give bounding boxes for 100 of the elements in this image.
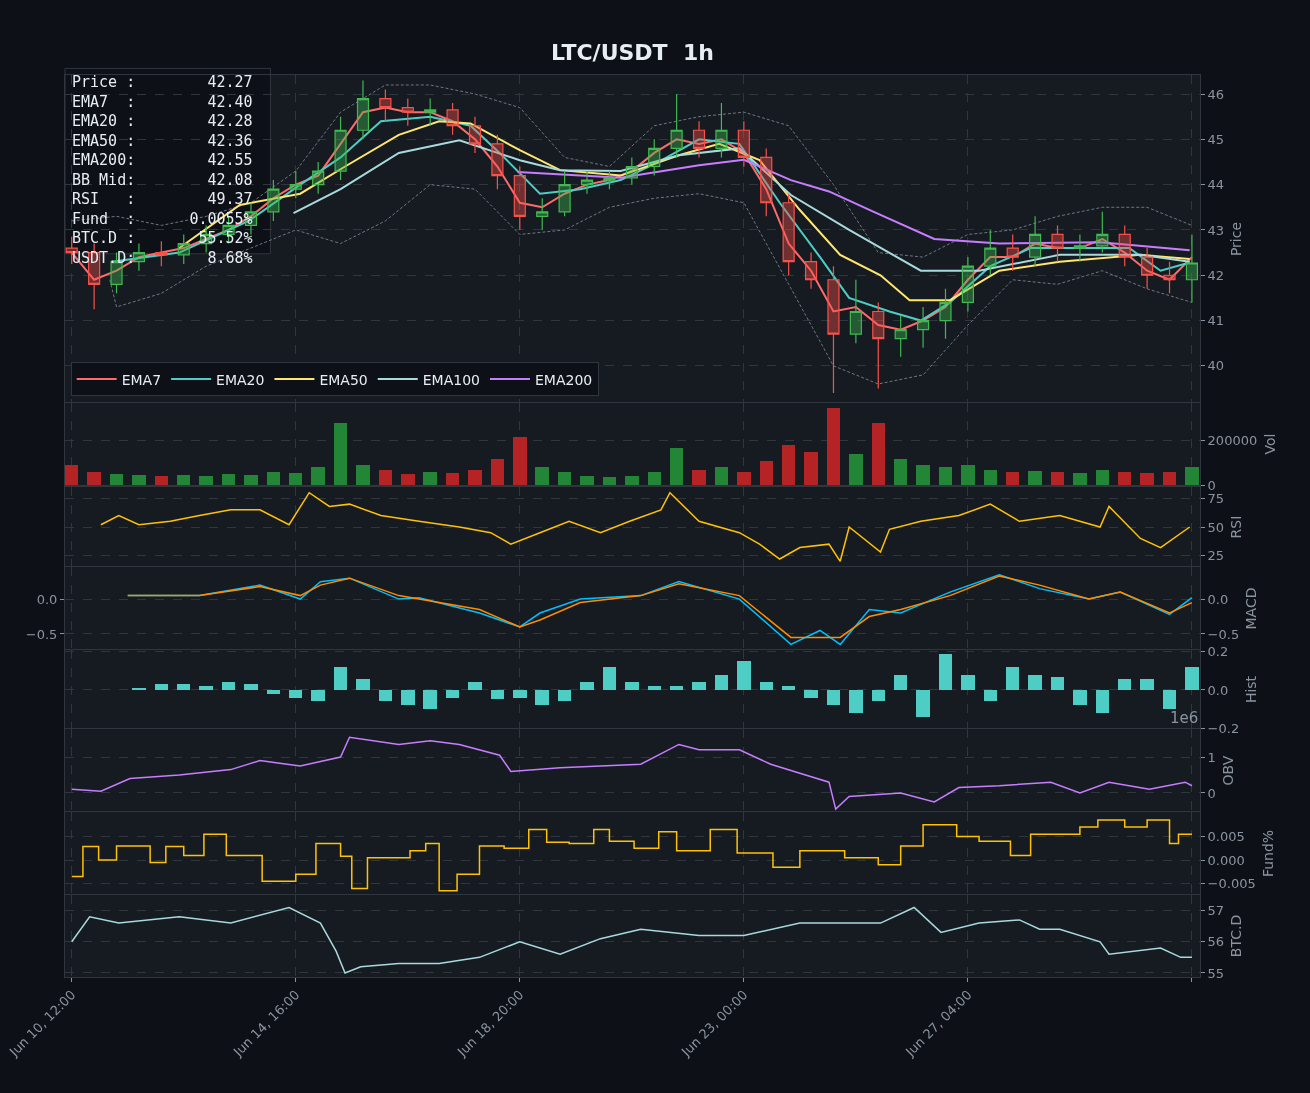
y-tick-label: 75 <box>1207 490 1225 506</box>
candlestick <box>916 306 930 349</box>
bar <box>557 689 572 702</box>
candlestick <box>424 97 437 127</box>
candlestick <box>894 315 907 358</box>
y-tick-label: 0 <box>1207 477 1216 493</box>
candlestick <box>312 161 325 195</box>
y-axis-title: Vol <box>1261 433 1278 455</box>
bar <box>1028 674 1042 690</box>
candlestick <box>670 93 683 159</box>
bar <box>423 689 437 710</box>
bar <box>759 682 773 690</box>
bar <box>266 689 281 694</box>
y-axis-title: Hist <box>1243 675 1260 704</box>
y-tick-label: 45 <box>1207 131 1225 147</box>
candlestick <box>827 265 840 394</box>
candlestick <box>939 288 952 340</box>
bar <box>1050 471 1065 485</box>
bar <box>333 667 348 690</box>
bar <box>289 689 303 698</box>
y-tick-label: 0 <box>1207 785 1216 801</box>
bar <box>961 674 975 690</box>
bar <box>1073 689 1087 706</box>
candlestick <box>1051 224 1064 263</box>
bar <box>983 469 998 485</box>
candlestick <box>804 251 818 290</box>
bar <box>1005 471 1020 485</box>
bar <box>961 465 975 485</box>
bar <box>826 689 841 706</box>
bar <box>625 476 639 485</box>
bar <box>401 689 415 706</box>
bar <box>378 689 393 702</box>
bar <box>1162 689 1177 710</box>
bar <box>87 471 101 485</box>
bar <box>804 451 818 485</box>
y-tick-label: 1 <box>1207 749 1216 765</box>
bar <box>490 458 505 485</box>
bar <box>849 689 863 713</box>
y-axis-title: Price <box>1228 221 1245 257</box>
bar <box>311 467 325 485</box>
bar <box>356 465 370 485</box>
bar <box>445 472 460 485</box>
y-tick-label: 0.0 <box>1207 682 1229 698</box>
bar <box>1118 678 1132 690</box>
candlestick <box>984 229 997 276</box>
bar <box>849 454 863 485</box>
annotation: EMA20 : 42.28 <box>72 112 253 130</box>
y-axis-title: BTC.D <box>1228 914 1245 958</box>
bar <box>1185 467 1199 485</box>
y-tick-label: 200000 <box>1207 433 1258 449</box>
bar <box>423 471 437 485</box>
legend-label: EMA20 <box>216 371 265 388</box>
annotation: EMA50 : 42.36 <box>72 131 253 150</box>
bar <box>109 473 124 485</box>
bar <box>714 674 729 690</box>
y-tick-label: 0.2 <box>1207 644 1229 660</box>
candlestick <box>961 256 974 313</box>
candlestick <box>715 102 728 159</box>
bar <box>177 684 191 690</box>
candlestick <box>468 116 482 154</box>
bar <box>938 467 953 485</box>
bar <box>1005 667 1020 690</box>
y-tick-label: 25 <box>1207 548 1225 564</box>
legend-label: EMA200 <box>534 371 593 388</box>
bar <box>356 678 370 690</box>
candlestick <box>1073 233 1086 263</box>
bar <box>602 667 617 690</box>
candlestick <box>603 170 616 190</box>
bar <box>580 476 594 485</box>
candlestick <box>1163 261 1176 294</box>
bar <box>1028 470 1042 485</box>
bar <box>1118 471 1132 485</box>
bar <box>893 458 908 485</box>
bar <box>535 689 549 706</box>
bar <box>737 661 751 690</box>
y-axis-title: OBV <box>1220 755 1237 786</box>
bar <box>65 465 79 485</box>
bar <box>1073 472 1087 485</box>
bar <box>311 689 325 702</box>
bar <box>669 447 684 485</box>
bar <box>199 686 213 690</box>
bar <box>669 686 684 690</box>
legend-label: EMA50 <box>319 371 368 388</box>
legend-label: EMA7 <box>121 371 162 388</box>
bar <box>580 682 594 690</box>
bar <box>871 423 885 485</box>
y-tick-label: 0.000 <box>1207 852 1245 868</box>
candlestick <box>849 279 862 344</box>
candlestick <box>760 147 773 217</box>
candlestick <box>401 97 414 127</box>
bar <box>1095 469 1110 485</box>
bar <box>893 674 908 690</box>
candlestick <box>334 116 347 181</box>
y-tick-label: 55 <box>1207 965 1225 981</box>
candlestick <box>267 179 280 222</box>
candlestick <box>356 79 370 140</box>
bar <box>468 682 482 690</box>
candlestick <box>1118 224 1131 267</box>
candlestick <box>1029 215 1042 267</box>
candlestick <box>558 170 571 217</box>
